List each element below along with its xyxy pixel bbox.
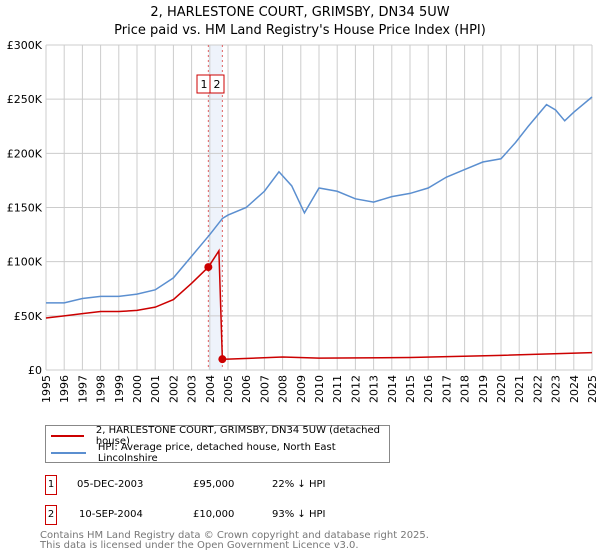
y-tick-label: £50K [14,310,43,323]
x-tick-label: 1995 [40,375,53,403]
transaction-row: 1 05-DEC-2003 £95,000 22% ↓ HPI [45,475,600,495]
footer-line-1: Contains HM Land Registry data © Crown c… [40,530,429,541]
transaction-price: £95,000 [193,479,235,490]
transaction-row: 2 10-SEP-2004 £10,000 93% ↓ HPI [45,505,600,525]
sale-point [204,263,213,272]
legend-item-property: 2, HARLESTONE COURT, GRIMSBY, DN34 5UW (… [46,425,389,447]
x-tick-label: 2021 [513,375,526,403]
y-tick-label: £250K [7,93,43,106]
x-tick-label: 2014 [386,375,399,403]
legend: 2, HARLESTONE COURT, GRIMSBY, DN34 5UW (… [45,425,390,464]
x-tick-label: 2010 [313,375,326,403]
x-tick-label: 1998 [95,375,108,403]
sale-label-box [209,74,225,94]
title-line-1: 2, HARLESTONE COURT, GRIMSBY, DN34 5UW [150,5,450,20]
series-line [46,96,593,304]
y-tick-label: £200K [7,147,43,160]
x-tick-label: 2002 [167,375,180,403]
y-tick-label: £100K [7,256,43,269]
transaction-date: 10-SEP-2004 [79,509,143,520]
transaction-price: £10,000 [193,509,235,520]
y-tick-label: £150K [7,202,43,215]
x-tick-label: 2017 [440,375,453,403]
x-tick-label: 2005 [222,375,235,403]
price-chart: £0 £50K £100K £150K £200K £250K £300K 1995 1996 1… [7,39,599,403]
x-tick-label: 2020 [495,375,508,403]
legend-line-red [51,435,84,437]
sale-label: 2 [214,78,221,91]
x-tick-label: 1999 [113,375,126,403]
legend-item-hpi: HPI: Average price, detached house, Nort… [46,442,389,464]
title-line-2: Price paid vs. HM Land Registry's House … [114,23,486,38]
x-tick-label: 2000 [131,375,144,403]
chart-title: 2, HARLESTONE COURT, GRIMSBY, DN34 5UW P… [0,4,600,40]
x-tick-label: 2011 [331,375,344,403]
x-tick-label: 2015 [404,375,417,403]
transaction-badge: 2 [45,505,57,525]
x-tick-label: 2008 [277,375,290,403]
x-tick-label: 2007 [258,375,271,403]
footer-line-2: This data is licensed under the Open Gov… [40,540,359,551]
x-tick-label: 2004 [204,375,217,403]
x-tick-label: 2024 [568,375,581,403]
x-tick-label: 2006 [240,375,253,403]
x-tick-label: 2023 [550,375,563,403]
transaction-badge: 1 [45,475,57,495]
x-tick-label: 2001 [149,375,162,403]
transaction-date: 05-DEC-2003 [77,479,144,490]
legend-label: HPI: Average price, detached house, Nort… [97,442,336,464]
x-tick-label: 2022 [531,375,544,403]
sale-point [218,355,227,364]
x-tick-label: 2016 [422,375,435,403]
transaction-hpi: 93% ↓ HPI [272,509,326,520]
x-tick-label: 2003 [186,375,199,403]
y-tick-label: £300K [7,39,43,52]
transaction-hpi: 22% ↓ HPI [272,479,326,490]
x-tick-label: 2018 [459,375,472,403]
x-tick-label: 2012 [349,375,362,403]
x-tick-label: 1996 [58,375,71,403]
legend-line-blue [51,452,86,454]
x-tick-label: 1997 [76,375,89,403]
series-line [45,248,593,360]
x-tick-label: 2025 [586,375,599,403]
x-tick-label: 2013 [368,375,381,403]
y-tick-label: £0 [28,364,42,377]
footer: Contains HM Land Registry data © Crown c… [40,531,429,551]
legend-label: 2, HARLESTONE COURT, GRIMSBY, DN34 5UW (… [95,425,380,447]
sale-label: 1 [201,78,208,91]
x-tick-label: 2009 [295,375,308,403]
x-tick-label: 2019 [477,375,490,403]
